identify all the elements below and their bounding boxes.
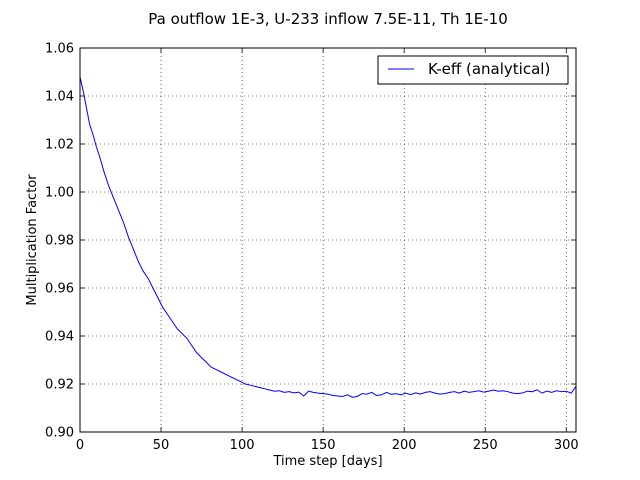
- y-tick-label: 1.06: [45, 42, 74, 57]
- x-tick-label: 300: [554, 438, 579, 453]
- y-tick-label: 1.00: [45, 186, 74, 201]
- y-tick-label: 0.96: [45, 282, 74, 297]
- chart-title: Pa outflow 1E-3, U-233 inflow 7.5E-11, T…: [148, 10, 508, 28]
- y-tick-label: 0.90: [45, 426, 74, 441]
- series-line-k-eff: [79, 76, 577, 398]
- legend-box: [377, 55, 569, 85]
- tick-label-layer: 0 50 100 150 200 250 300 0.90 0.92 0.94 0.96 0.98 1.…: [45, 42, 579, 454]
- x-tick-label: 50: [153, 438, 170, 453]
- x-tick-label: 100: [230, 438, 255, 453]
- legend-label-k-eff: K-eff (analytical): [428, 60, 550, 78]
- y-tick-label: 0.94: [45, 330, 74, 345]
- y-tick-label: 1.04: [45, 90, 74, 105]
- x-tick-label: 0: [76, 438, 84, 453]
- x-axis-label: Time step [days]: [272, 454, 382, 469]
- plot-frame: [79, 47, 577, 433]
- y-axis-label: Multiplication Factor: [25, 174, 40, 306]
- y-tick-label: 0.92: [45, 378, 74, 393]
- y-tick-label: 1.02: [45, 138, 74, 153]
- y-tick-label: 0.98: [45, 234, 74, 249]
- x-tick-label: 250: [473, 438, 498, 453]
- legend: K-eff (analytical): [377, 55, 569, 85]
- x-tick-label: 150: [311, 438, 336, 453]
- x-tick-label: 200: [392, 438, 417, 453]
